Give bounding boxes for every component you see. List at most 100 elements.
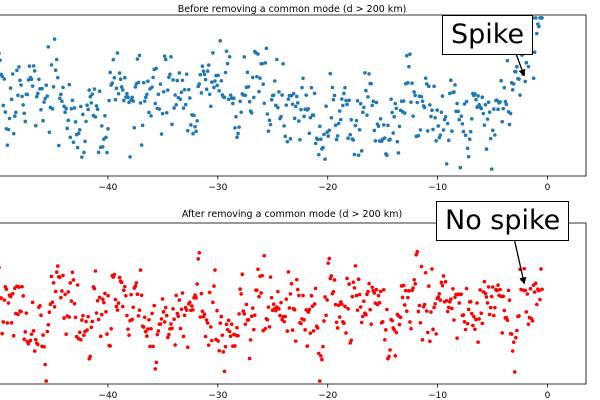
data-point (99, 124, 104, 128)
data-point (9, 97, 14, 102)
data-point (528, 286, 533, 291)
data-point (11, 333, 16, 338)
data-point (105, 332, 109, 336)
data-point (125, 313, 129, 318)
data-point (17, 65, 21, 69)
data-point (434, 139, 438, 143)
data-point (436, 124, 441, 128)
data-point (482, 123, 487, 127)
data-point (148, 344, 152, 349)
data-point (423, 270, 428, 275)
data-point (173, 343, 177, 347)
data-point (92, 87, 97, 91)
data-point (319, 354, 323, 358)
data-point (483, 291, 488, 296)
data-point (171, 307, 175, 311)
data-point (131, 305, 136, 310)
data-point (338, 117, 343, 122)
data-point (532, 290, 537, 294)
data-point (514, 335, 518, 340)
data-point (278, 313, 282, 318)
data-point (237, 312, 241, 316)
data-point (215, 308, 219, 313)
data-point (472, 314, 476, 319)
data-point (337, 109, 342, 113)
data-point (284, 297, 289, 301)
data-point (67, 315, 72, 319)
data-point (475, 105, 479, 109)
data-point (406, 81, 410, 85)
data-point (523, 288, 528, 293)
data-point (436, 295, 441, 299)
data-point (2, 77, 7, 81)
data-point (452, 90, 456, 94)
data-point (434, 332, 438, 336)
data-point (0, 296, 3, 300)
data-point (131, 99, 136, 103)
data-point (66, 118, 71, 123)
data-point (484, 147, 489, 151)
data-point (212, 284, 216, 288)
data-point (349, 338, 354, 343)
data-point (470, 311, 474, 316)
data-point (406, 295, 410, 300)
data-point (161, 310, 166, 314)
data-point (120, 88, 125, 92)
data-point (169, 54, 173, 59)
data-point (159, 317, 164, 321)
data-point (160, 111, 165, 116)
data-point (82, 150, 86, 155)
data-point (362, 105, 366, 110)
data-point (428, 103, 432, 107)
data-point (452, 318, 456, 322)
x-tick-label: −10 (428, 183, 447, 193)
data-point (216, 73, 220, 78)
data-point (464, 286, 469, 291)
data-point (501, 106, 506, 111)
data-point (371, 99, 376, 104)
data-point (276, 105, 280, 110)
data-point (134, 281, 139, 285)
data-point (258, 76, 262, 80)
data-point (108, 344, 112, 348)
data-point (188, 300, 192, 305)
data-point (161, 89, 166, 94)
scatter-points (0, 16, 544, 171)
data-point (163, 57, 168, 62)
data-point (350, 294, 355, 299)
data-point (428, 339, 432, 344)
data-point (496, 107, 500, 112)
data-point (196, 257, 201, 261)
data-point (8, 86, 13, 90)
data-point (486, 285, 491, 289)
data-point (370, 285, 375, 290)
data-point (474, 317, 478, 322)
data-point (167, 75, 171, 80)
data-point (162, 54, 167, 58)
data-point (216, 339, 220, 343)
data-point (324, 104, 328, 109)
data-point (103, 114, 107, 118)
data-point (345, 102, 349, 107)
data-point (97, 295, 102, 300)
data-point (376, 293, 381, 298)
data-point (158, 322, 163, 326)
data-point (359, 149, 364, 153)
data-point (385, 307, 389, 312)
data-point (297, 293, 301, 298)
data-point (119, 85, 124, 89)
data-point (450, 129, 454, 133)
data-point (291, 91, 296, 96)
data-point (419, 264, 424, 269)
data-point (215, 83, 219, 88)
data-point (156, 92, 161, 97)
data-point (153, 367, 158, 371)
data-point (455, 101, 459, 106)
data-point (467, 137, 472, 141)
data-point (21, 294, 25, 298)
data-point (193, 124, 197, 129)
data-point (333, 123, 338, 128)
data-point (435, 108, 440, 112)
data-point (277, 90, 281, 94)
data-point (369, 81, 373, 86)
